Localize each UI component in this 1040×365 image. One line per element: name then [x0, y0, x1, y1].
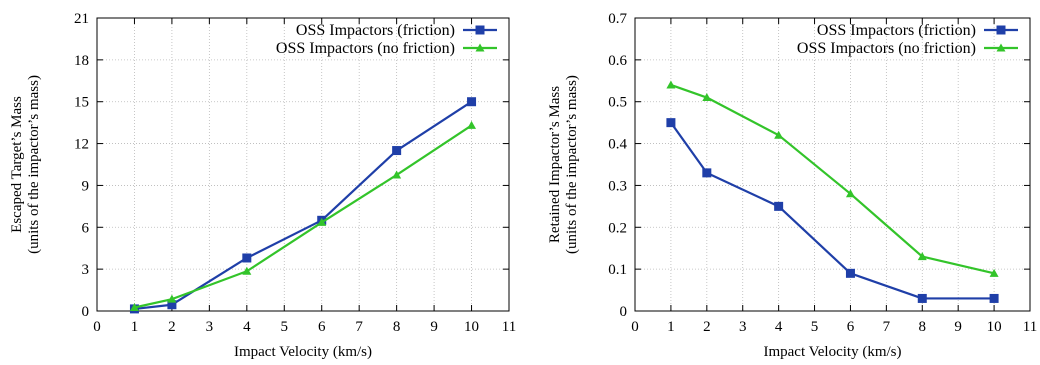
legend-label: OSS Impactors (friction) [296, 22, 455, 39]
data-point [702, 168, 712, 178]
y-tick-label: 0 [82, 304, 90, 320]
y-axis-label-units: (units of the impactor’s mass) [564, 75, 580, 254]
x-tick-label: 2 [703, 319, 711, 335]
x-tick-label: 2 [168, 319, 176, 335]
data-point [989, 293, 999, 303]
y-axis-label-units: (units of the impactor’s mass) [26, 75, 42, 254]
data-point [917, 293, 927, 303]
y-tick-label: 9 [82, 178, 90, 194]
data-point [317, 217, 327, 226]
x-axis-label: Impact Velocity (km/s) [763, 344, 901, 360]
legend-label: OSS Impactors (no friction) [276, 40, 455, 57]
y-tick-label: 0.6 [608, 53, 627, 69]
data-point [774, 130, 784, 139]
x-tick-label: 6 [847, 319, 855, 335]
x-tick-label: 0 [631, 319, 639, 335]
x-tick-label: 8 [919, 319, 927, 335]
data-point [467, 120, 477, 129]
x-tick-label: 3 [739, 319, 747, 335]
plot-frame [96, 17, 510, 312]
y-axis-label: Retained Impactor’s Mass [547, 86, 563, 243]
x-tick-label: 11 [502, 319, 516, 335]
data-point [845, 189, 855, 198]
y-tick-label: 0.5 [608, 95, 627, 111]
x-tick-label: 7 [883, 319, 891, 335]
x-tick-label: 5 [811, 319, 819, 335]
x-tick-label: 11 [1023, 319, 1037, 335]
legend-marker [475, 25, 485, 35]
data-point [989, 268, 999, 277]
y-tick-label: 0.4 [608, 137, 627, 153]
x-tick-label: 8 [393, 319, 401, 335]
y-tick-label: 18 [74, 53, 89, 69]
x-tick-label: 6 [318, 319, 326, 335]
x-tick-label: 1 [667, 319, 675, 335]
y-axis-label: Escaped Target’s Mass [9, 96, 25, 233]
series-line [670, 122, 995, 300]
y-tick-label: 21 [74, 11, 89, 27]
y-tick-label: 0.2 [608, 220, 627, 236]
x-tick-label: 9 [954, 319, 962, 335]
legend-marker [996, 43, 1006, 52]
y-tick-label: 0.7 [608, 11, 627, 27]
series-1 [666, 118, 999, 303]
y-tick-label: 6 [82, 220, 90, 236]
legend-marker [996, 25, 1006, 35]
x-tick-label: 0 [93, 319, 101, 335]
x-tick-label: 1 [131, 319, 139, 335]
y-tick-label: 12 [74, 137, 89, 153]
data-point [845, 268, 855, 278]
y-tick-label: 0.3 [608, 178, 627, 194]
ticks: 0 0.1 0.2 0.3 0.4 0.5 0.6 0.7 0 1 2 3 4 5 6 7 8 9 10 11 [608, 11, 1037, 335]
x-tick-label: 7 [355, 319, 363, 335]
series-2 [666, 80, 999, 277]
series-line [670, 83, 995, 275]
y-tick-label: 3 [82, 262, 90, 278]
data-point [666, 80, 676, 89]
data-point [917, 252, 927, 261]
data-point [702, 93, 712, 102]
y-tick-label: 15 [74, 95, 89, 111]
series-1 [129, 97, 477, 314]
x-tick-label: 10 [464, 319, 479, 335]
data-point [392, 170, 402, 179]
x-axis-label: Impact Velocity (km/s) [234, 344, 372, 360]
gridlines [635, 18, 1030, 311]
x-tick-label: 10 [987, 319, 1002, 335]
data-point [392, 146, 402, 156]
x-tick-label: 9 [430, 319, 438, 335]
y-tick-label: 0 [620, 304, 628, 320]
gridlines [97, 18, 509, 311]
series-line [134, 100, 473, 311]
data-point [774, 201, 784, 211]
legend: OSS Impactors (friction)OSS Impactors (n… [276, 22, 497, 57]
legend-label: OSS Impactors (no friction) [797, 40, 976, 57]
data-point [167, 294, 177, 303]
data-point [167, 300, 177, 310]
y-tick-label: 0.1 [608, 262, 627, 278]
data-point [242, 266, 252, 275]
x-tick-label: 4 [775, 319, 783, 335]
x-tick-label: 3 [206, 319, 214, 335]
legend: OSS Impactors (friction)OSS Impactors (n… [797, 22, 1018, 57]
x-tick-label: 5 [281, 319, 289, 335]
legend-label: OSS Impactors (friction) [817, 22, 976, 39]
data-point [467, 97, 477, 107]
series-2 [129, 120, 477, 312]
plot-frame [634, 17, 1031, 312]
series-line [134, 124, 473, 309]
x-tick-label: 4 [243, 319, 251, 335]
data-point [242, 253, 252, 263]
chart-2: 0 0.1 0.2 0.3 0.4 0.5 0.6 0.7 0 1 2 3 4 5 6 7 8 9 10 11 Impa… [547, 11, 1037, 360]
data-point [129, 303, 139, 312]
legend-marker [475, 43, 485, 52]
data-point [666, 118, 676, 128]
